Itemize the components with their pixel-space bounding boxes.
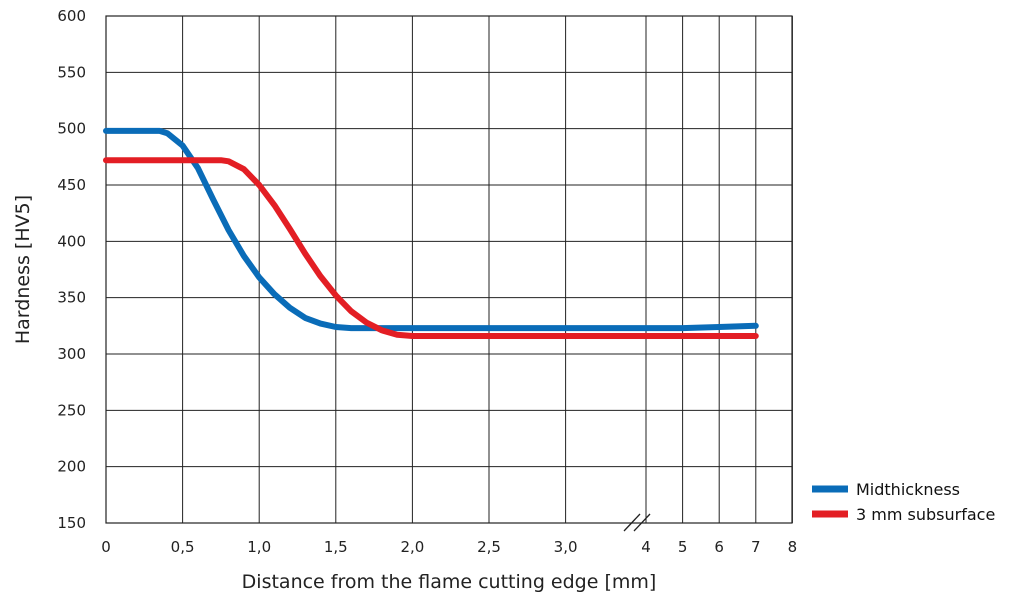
legend-label: 3 mm subsurface bbox=[856, 505, 995, 524]
x-tick-label: 2,0 bbox=[400, 538, 424, 556]
series-line-midthickness bbox=[103, 127, 759, 332]
x-tick-label: 8 bbox=[788, 538, 798, 556]
x-tick-label: 3,0 bbox=[554, 538, 578, 556]
series-line-3-mm-subsurface bbox=[103, 157, 759, 339]
y-tick-label: 400 bbox=[57, 232, 86, 250]
x-tick-label: 7 bbox=[751, 538, 761, 556]
y-tick-label: 450 bbox=[57, 176, 86, 194]
x-tick-label: 2,5 bbox=[477, 538, 501, 556]
x-tick-label: 6 bbox=[714, 538, 724, 556]
y-tick-label: 200 bbox=[57, 458, 86, 476]
legend: Midthickness 3 mm subsurface bbox=[812, 480, 995, 524]
y-tick-label: 550 bbox=[57, 63, 86, 81]
axis-break-mark bbox=[623, 513, 651, 532]
y-tick-label: 600 bbox=[57, 7, 86, 25]
x-tick-label: 4 bbox=[641, 538, 651, 556]
y-tick-label: 250 bbox=[57, 401, 86, 419]
y-tick-label: 350 bbox=[57, 289, 86, 307]
x-tick-label: 1,0 bbox=[247, 538, 271, 556]
x-tick-label: 0 bbox=[101, 538, 111, 556]
y-tick-labels: 150 200 250 300 350 400 450 500 550 600 bbox=[57, 7, 86, 532]
x-tick-label: 5 bbox=[678, 538, 688, 556]
y-tick-label: 500 bbox=[57, 120, 86, 138]
axis-break-slash bbox=[633, 513, 651, 532]
legend-label: Midthickness bbox=[856, 480, 960, 499]
y-axis-title: Hardness [HV5] bbox=[12, 195, 34, 344]
x-tick-label: 1,5 bbox=[324, 538, 348, 556]
x-tick-labels: 0 0,5 1,0 1,5 2,0 2,5 3,0 4 5 6 7 8 bbox=[101, 538, 797, 556]
axis-break-slash bbox=[623, 513, 641, 532]
x-axis-title: Distance from the flame cutting edge [mm… bbox=[242, 571, 657, 593]
plot-frame bbox=[105, 15, 793, 524]
series-layer bbox=[103, 127, 759, 339]
y-tick-label: 150 bbox=[57, 514, 86, 532]
x-tick-label: 0,5 bbox=[171, 538, 195, 556]
y-tick-label: 300 bbox=[57, 345, 86, 363]
